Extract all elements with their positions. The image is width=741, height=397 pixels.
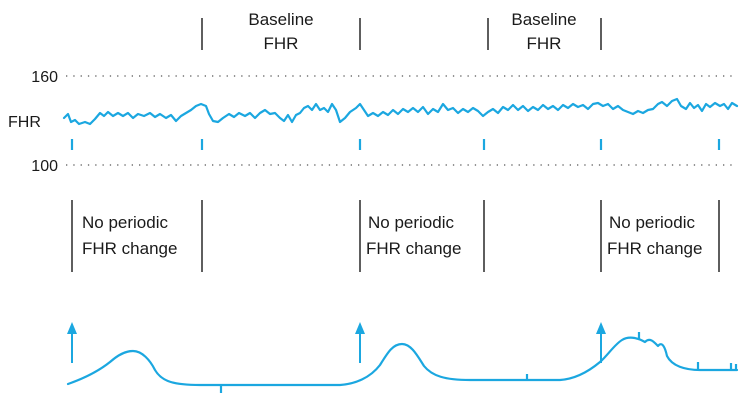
axis-label-100: 100 xyxy=(31,158,58,175)
contraction-arrow-2 xyxy=(355,322,365,363)
contraction-arrow-3 xyxy=(596,322,606,363)
baseline-label-1-line1: Baseline xyxy=(248,10,313,29)
baseline-label-2-line2: FHR xyxy=(527,34,562,53)
axis-label-160: 160 xyxy=(31,69,58,86)
no-change-label-1-line2: FHR change xyxy=(82,239,177,258)
no-change-label-1-line1: No periodic xyxy=(82,213,168,232)
axis-label-fhr: FHR xyxy=(8,114,41,131)
no-change-label-2-line1: No periodic xyxy=(368,213,454,232)
no-change-label-3-line2: FHR change xyxy=(607,239,702,258)
baseline-label-1-line2: FHR xyxy=(264,34,299,53)
fhr-trace xyxy=(62,97,739,126)
contraction-arrow-1 xyxy=(67,322,77,363)
no-change-label-3-line1: No periodic xyxy=(609,213,695,232)
no-change-label-2-line2: FHR change xyxy=(366,239,461,258)
contraction-trace xyxy=(66,336,739,387)
baseline-label-2-line1: Baseline xyxy=(511,10,576,29)
